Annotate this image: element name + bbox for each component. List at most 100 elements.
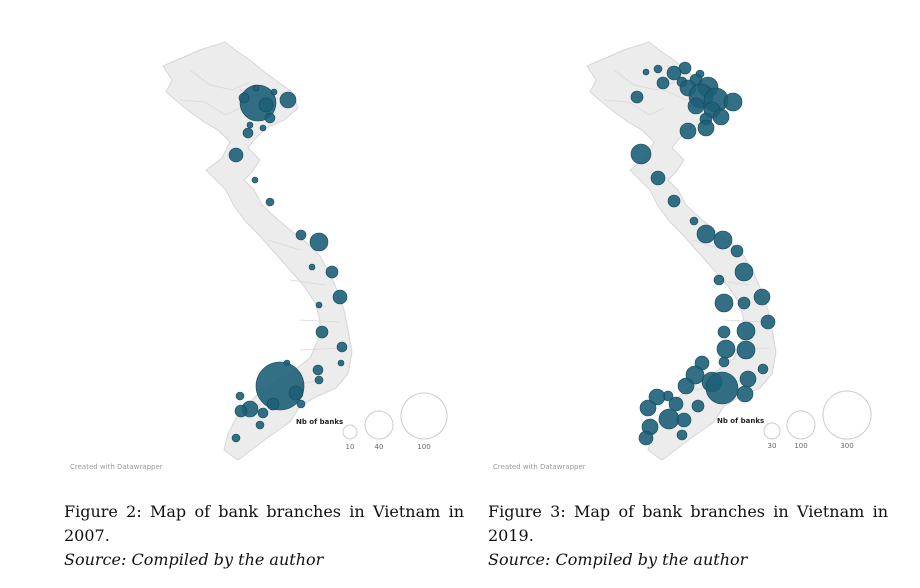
bank-branch-bubble — [691, 399, 705, 413]
bank-branch-bubble — [705, 371, 739, 405]
bank-branch-bubble — [689, 216, 699, 226]
bank-branch-bubble — [730, 244, 744, 258]
bank-branch-bubble — [325, 265, 339, 279]
legend-circle-large — [822, 390, 872, 440]
bank-branch-bubble — [736, 321, 756, 341]
legend-label: 100 — [417, 443, 430, 451]
legend-title: Nb of banks — [717, 417, 764, 425]
bank-branch-bubble — [279, 91, 297, 109]
bank-branch-bubble — [235, 391, 245, 401]
bank-branch-bubble — [266, 397, 280, 411]
bank-branch-bubble — [288, 385, 304, 401]
bubble-layer-2007 — [228, 84, 348, 443]
bank-branch-bubble — [252, 84, 260, 92]
bank-branch-bubble — [734, 262, 754, 282]
bank-branch-bubble — [295, 229, 307, 241]
bank-branch-bubble — [258, 97, 274, 113]
figure-caption: Figure 2: Map of bank branches in Vietna… — [64, 500, 464, 572]
bank-branch-bubble — [315, 301, 323, 309]
caption-title: Figure 3: Map of bank branches in Vietna… — [488, 502, 888, 521]
bank-branch-bubble — [753, 288, 771, 306]
figure-3-panel: Nb of banks 30 100 300 Created with Data… — [460, 0, 920, 588]
bank-branch-bubble — [246, 121, 254, 129]
bank-branch-bubble — [714, 293, 734, 313]
bank-branch-bubble — [713, 274, 725, 286]
bank-branch-bubble — [314, 375, 324, 385]
bank-branch-bubble — [234, 404, 248, 418]
bank-branch-bubble — [737, 296, 751, 310]
bank-branch-bubble — [713, 230, 733, 250]
bank-branch-bubble — [676, 429, 688, 441]
bank-branch-bubble — [697, 119, 715, 137]
legend-circle-small — [763, 422, 781, 440]
bank-branch-bubble — [231, 433, 241, 443]
legend-label: 300 — [840, 442, 853, 450]
bank-branch-bubble — [315, 325, 329, 339]
bank-branch-bubble — [336, 341, 348, 353]
map-2019: Nb of banks 30 100 300 — [586, 41, 872, 461]
bank-branch-bubble — [736, 385, 754, 403]
figure-caption: Figure 3: Map of bank branches in Vietna… — [488, 500, 888, 572]
bank-branch-bubble — [723, 92, 743, 112]
bank-branch-bubble — [242, 127, 254, 139]
bank-branch-bubble — [630, 90, 644, 104]
bank-branch-bubble — [238, 92, 250, 104]
bank-branch-bubble — [270, 88, 278, 96]
bank-branch-bubble — [296, 399, 306, 409]
legend-2019: Nb of banks 30 100 300 — [717, 390, 872, 450]
bank-branch-bubble — [757, 363, 769, 375]
bank-branch-bubble — [639, 399, 657, 417]
legend-title: Nb of banks — [296, 418, 343, 426]
bank-branch-bubble — [642, 68, 650, 76]
bank-branch-bubble — [228, 147, 244, 163]
legend-label: 30 — [768, 442, 777, 450]
bank-branch-bubble — [265, 197, 275, 207]
bank-branch-bubble — [332, 289, 348, 305]
caption-continuation: 2019. — [488, 526, 534, 545]
bubble-layer-2019 — [630, 61, 776, 446]
bank-branch-bubble — [656, 76, 670, 90]
bank-branch-bubble — [638, 430, 654, 446]
bank-branch-bubble — [653, 64, 663, 74]
bank-branch-bubble — [667, 194, 681, 208]
bank-branch-bubble — [259, 124, 267, 132]
bank-branch-bubble — [666, 65, 682, 81]
bank-branch-bubble — [264, 112, 276, 124]
map-2007: Nb of banks 10 40 100 — [162, 41, 448, 461]
legend-circle-small — [342, 424, 358, 440]
bank-branch-bubble — [712, 108, 730, 126]
caption-source: Source: Compiled by the author — [64, 550, 324, 569]
bank-branch-bubble — [760, 314, 776, 330]
bank-branch-bubble — [630, 143, 652, 165]
bank-branch-bubble — [679, 122, 697, 140]
datawrapper-credit: Created with Datawrapper — [70, 463, 163, 471]
bank-branch-bubble — [337, 359, 345, 367]
bank-branch-bubble — [257, 407, 269, 419]
bank-branch-bubble — [676, 412, 692, 428]
bank-branch-bubble — [255, 420, 265, 430]
bank-branch-bubble — [648, 388, 666, 406]
legend-label: 40 — [375, 443, 384, 451]
bank-branch-bubble — [312, 364, 324, 376]
legend-label: 100 — [794, 442, 807, 450]
caption-source: Source: Compiled by the author — [488, 550, 748, 569]
legend-label: 10 — [346, 443, 355, 451]
datawrapper-credit: Created with Datawrapper — [493, 463, 586, 471]
figure-2-panel: Nb of banks 10 40 100 Created with Dataw… — [64, 41, 464, 569]
bank-branch-bubble — [739, 370, 757, 388]
bank-branch-bubble — [308, 263, 316, 271]
bank-branch-bubble — [658, 408, 680, 430]
legend-circle-large — [400, 392, 448, 440]
bank-branch-bubble — [668, 396, 684, 412]
bank-branch-bubble — [677, 377, 695, 395]
bank-branch-bubble — [309, 232, 329, 252]
bank-branch-bubble — [251, 176, 259, 184]
bank-branch-bubble — [718, 356, 730, 368]
legend-2007: Nb of banks 10 40 100 — [296, 392, 448, 451]
caption-title: Figure 2: Map of bank branches in Vietna… — [64, 502, 464, 521]
bank-branch-bubble — [736, 340, 756, 360]
legend-circle-medium — [786, 410, 816, 440]
bank-branch-bubble — [687, 97, 705, 115]
bank-branch-bubble — [717, 325, 731, 339]
caption-continuation: 2007. — [64, 526, 110, 545]
